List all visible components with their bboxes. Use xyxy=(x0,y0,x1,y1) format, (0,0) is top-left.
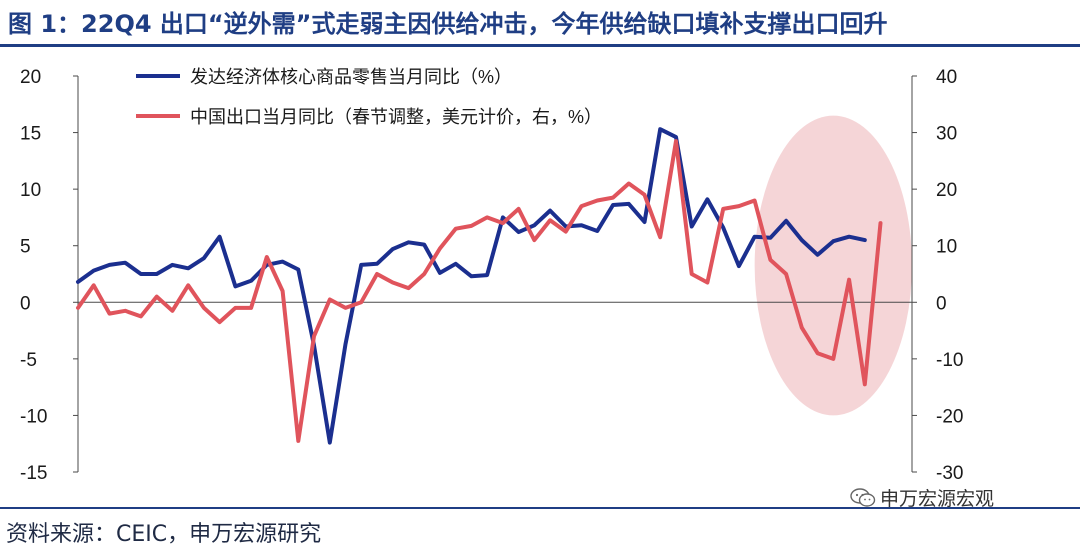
legend-label-retail-series: 发达经济体核心商品零售当月同比（%） xyxy=(190,67,512,87)
title-bar: 图 1：22Q4 出口“逆外需”式走弱主因供给冲击，今年供给缺口填补支撑出口回升 xyxy=(0,0,1080,47)
y-left-tick-label: 0 xyxy=(20,293,31,314)
y-right-tick-label: 10 xyxy=(936,237,957,258)
y-right-tick-label: 30 xyxy=(936,124,957,145)
highlight-ellipse xyxy=(754,115,912,416)
export-series-line xyxy=(76,139,883,443)
y-right-tick-label: -10 xyxy=(936,350,963,371)
watermark: 申万宏源宏观 xyxy=(850,484,994,511)
y-right-tick-label: -30 xyxy=(936,463,963,484)
y-right-tick-label: 0 xyxy=(936,293,947,314)
y-left-tick-label: 5 xyxy=(20,237,31,258)
y-left-tick-label: 10 xyxy=(20,180,41,201)
y-right-tick-label: -20 xyxy=(936,406,963,427)
retail-series-line xyxy=(76,127,867,445)
y-left-tick-label: -5 xyxy=(20,350,37,371)
title-divider xyxy=(0,44,1080,47)
y-right-tick-label: 40 xyxy=(936,67,957,88)
wechat-icon xyxy=(850,488,876,507)
y-left-tick-label: 20 xyxy=(20,67,41,88)
legend-label-export-series: 中国出口当月同比（春节调整，美元计价，右，%） xyxy=(190,107,602,127)
watermark-text: 申万宏源宏观 xyxy=(880,488,995,510)
y-left-tick-label: -15 xyxy=(20,463,47,484)
y-right-tick-label: 20 xyxy=(936,180,957,201)
page-title: 图 1：22Q4 出口“逆外需”式走弱主因供给冲击，今年供给缺口填补支撑出口回升 xyxy=(8,10,888,38)
source-note: 资料来源：CEIC，申万宏源研究 xyxy=(6,522,322,547)
footer-divider xyxy=(0,507,1080,509)
y-left-tick-label: 15 xyxy=(20,124,41,145)
y-left-tick-label: -10 xyxy=(20,406,47,427)
dual-axis-line-chart: 20151050-5-10-15403020100-10-20-3019-011… xyxy=(20,67,963,484)
